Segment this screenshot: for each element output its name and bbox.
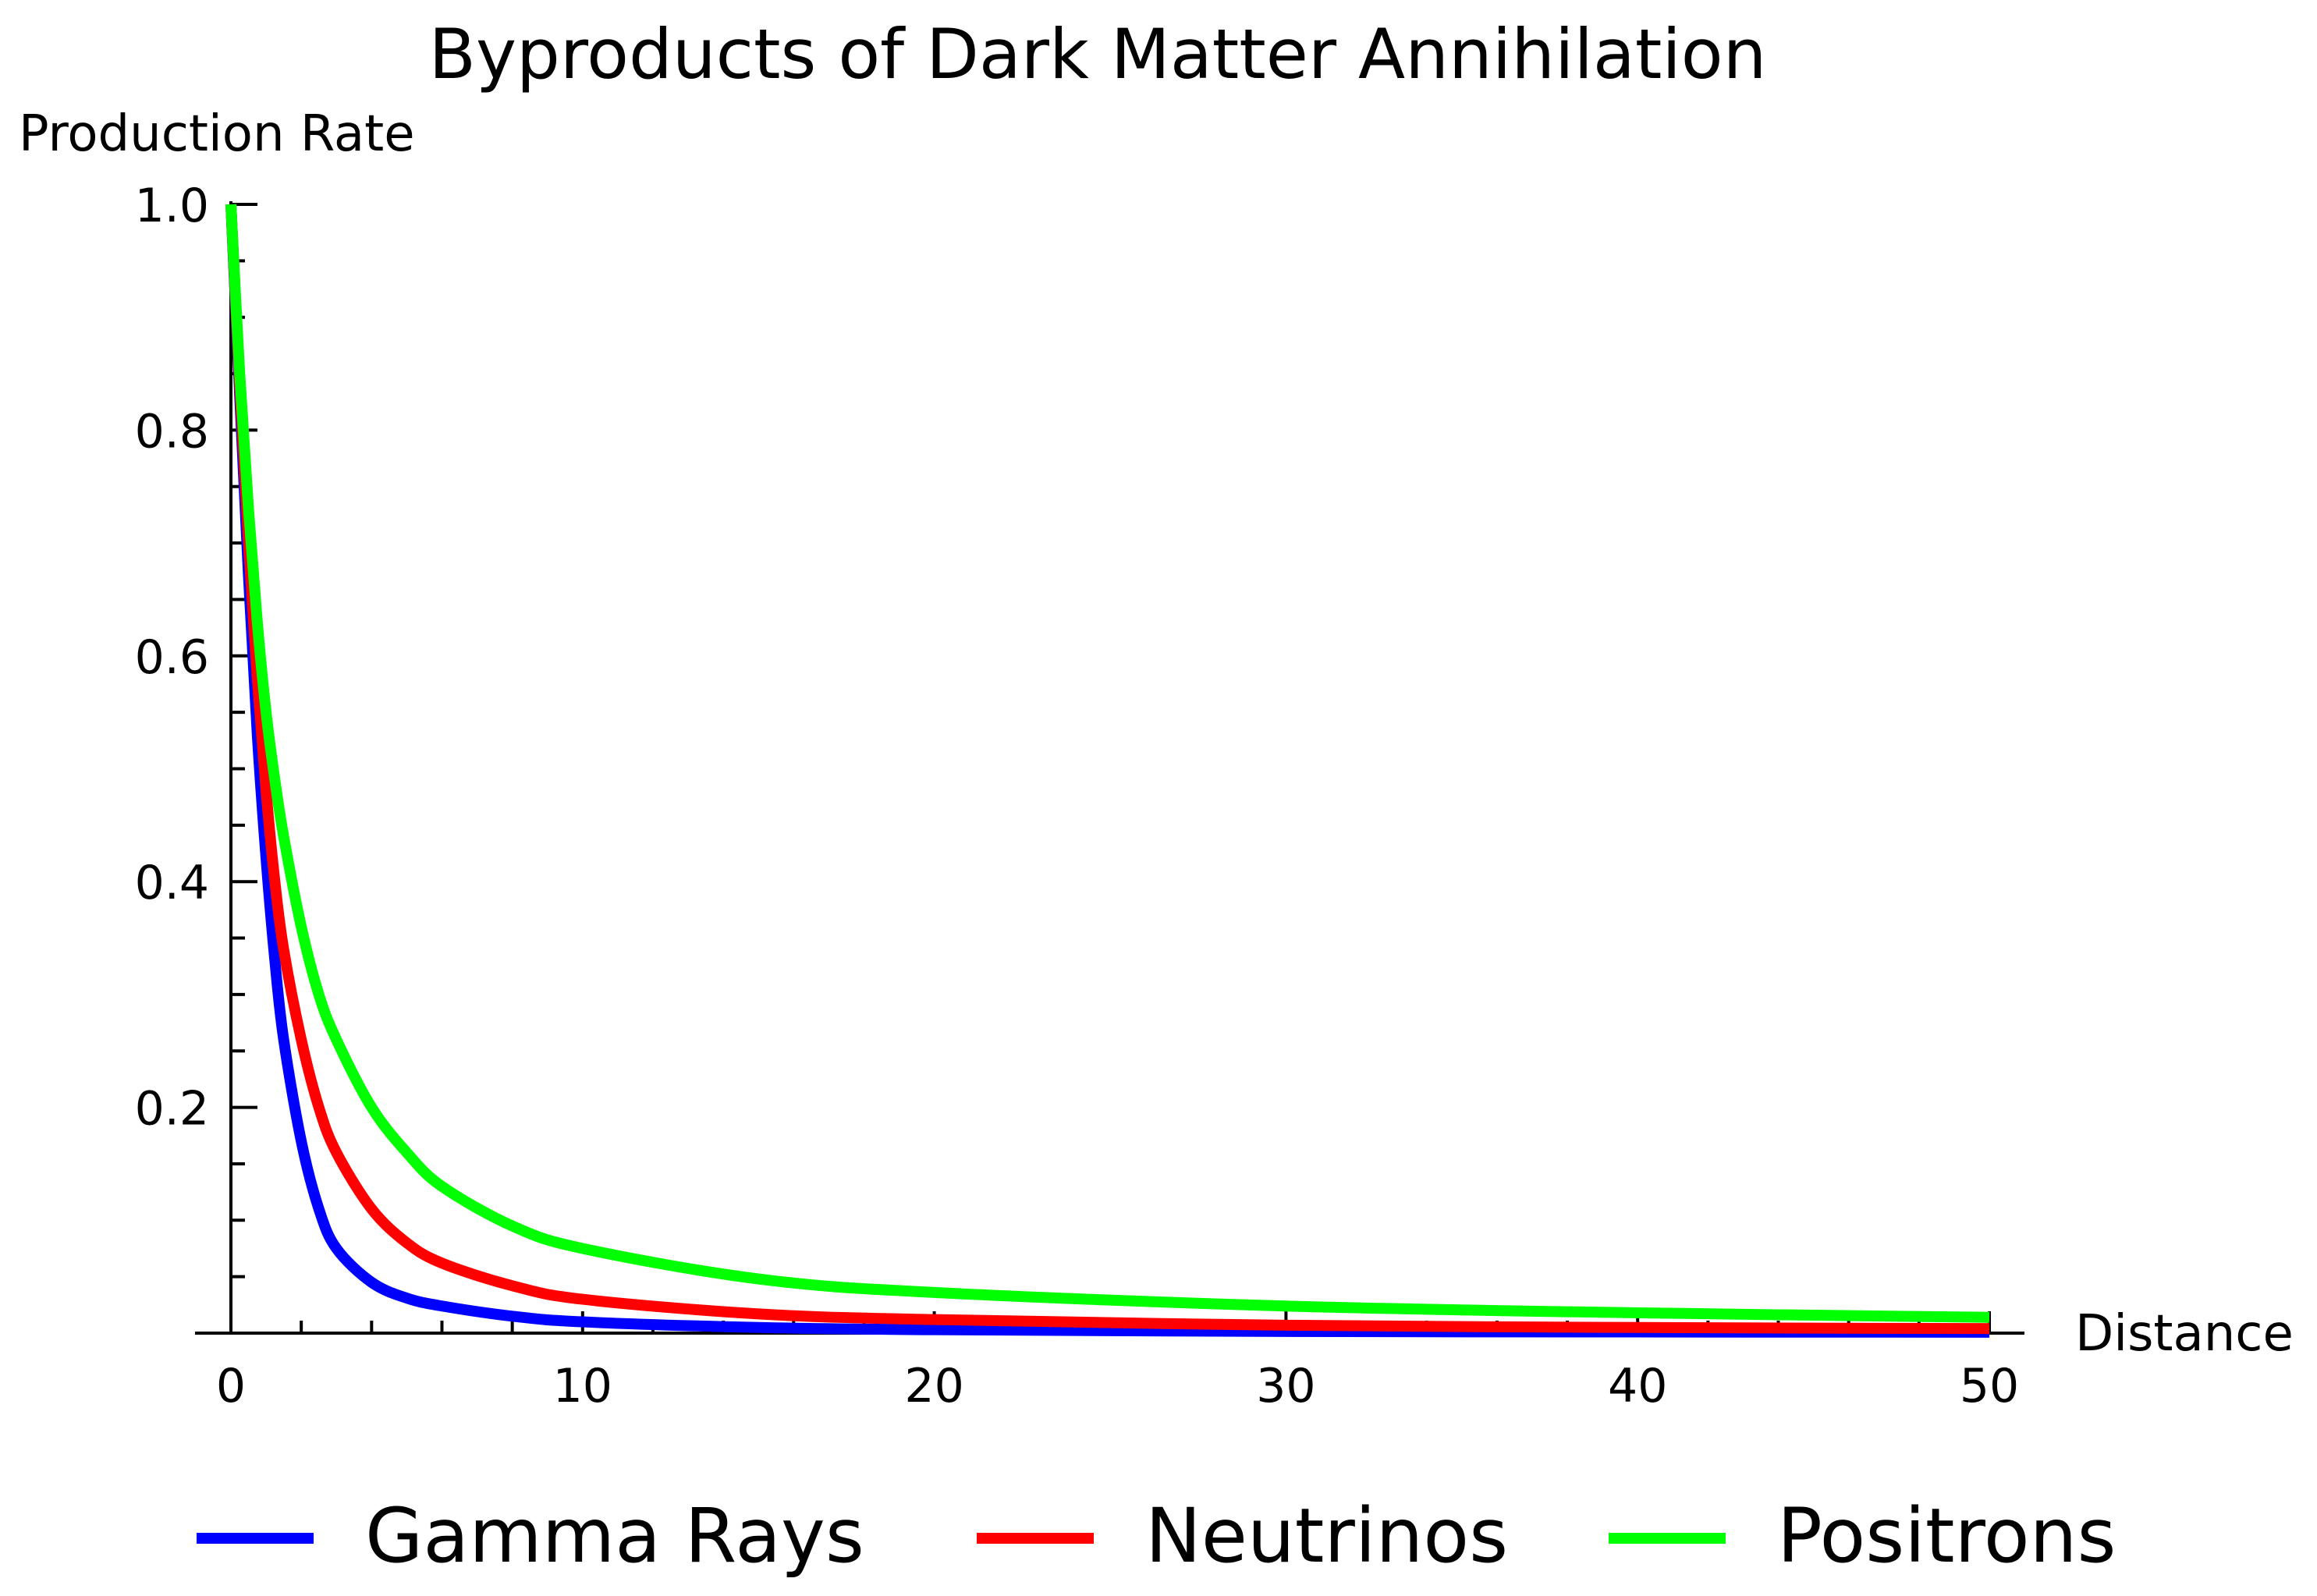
- y-axis-label: Production Rate: [19, 105, 415, 163]
- legend-label-neutrinos: Neutrinos: [1145, 1492, 1508, 1580]
- positrons-line: [225, 204, 1990, 1323]
- legend: Gamma Rays Neutrinos Positrons: [197, 1492, 2116, 1580]
- gamma-rays-line: [225, 204, 1990, 1338]
- legend-label-gamma-rays: Gamma Rays: [365, 1492, 864, 1580]
- x-tick-label: 0: [216, 1359, 246, 1413]
- y-tick-label: 0.8: [135, 404, 209, 459]
- x-tick-label: 20: [904, 1359, 963, 1413]
- y-tick-label: 0.6: [135, 630, 209, 685]
- chart-title: Byproducts of Dark Matter Annihilation: [429, 14, 1767, 94]
- x-tick-label: 50: [1960, 1359, 2019, 1413]
- neutrinos-line: [225, 204, 1990, 1335]
- y-tick-label: 0.4: [135, 856, 209, 910]
- x-axis-label: Distance: [2075, 1305, 2294, 1363]
- legend-label-positrons: Positrons: [1777, 1492, 2116, 1580]
- y-tick-label: 0.2: [135, 1082, 209, 1137]
- x-tick-label: 10: [553, 1359, 612, 1413]
- x-tick-label: 30: [1256, 1359, 1315, 1413]
- y-tick-label: 1.0: [135, 179, 209, 233]
- x-tick-label: 40: [1608, 1359, 1667, 1413]
- axes: 0 10 20 30 40 50 0.2 0.4 0.6 0.8 1.0: [135, 179, 2024, 1413]
- plot-lines: [225, 204, 1990, 1338]
